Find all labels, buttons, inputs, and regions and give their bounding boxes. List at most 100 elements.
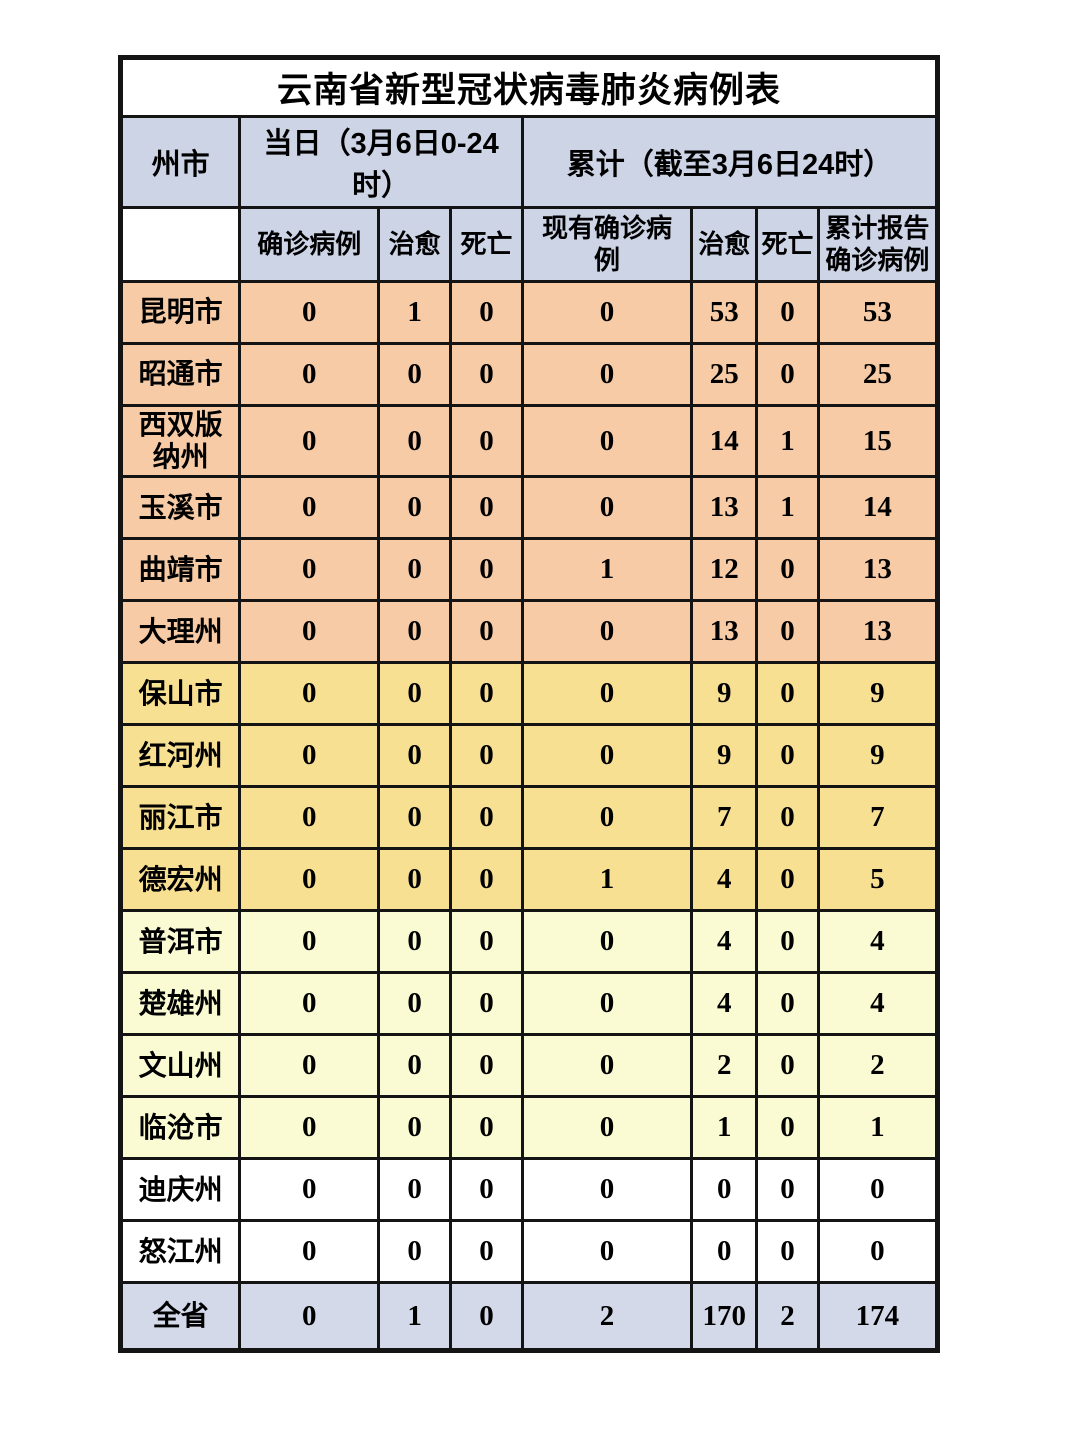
value-cell: 0 bbox=[520, 403, 694, 479]
region-cell: 怒江州 bbox=[118, 1219, 242, 1285]
value-cell: 1 bbox=[520, 847, 694, 913]
total-row: 全省 0 1 0 2 170 2 174 bbox=[118, 1281, 940, 1353]
value-cell: 13 bbox=[816, 537, 940, 603]
cumulative-group-header: 累计（截至3月6日24时） bbox=[520, 115, 940, 209]
value-cell: 1 bbox=[690, 1095, 759, 1161]
value-cell: 0 bbox=[377, 785, 453, 851]
value-cell: 2 bbox=[816, 1033, 940, 1099]
region-cell: 保山市 bbox=[118, 661, 242, 727]
table-row: 德宏州 0 0 0 1 4 0 5 bbox=[118, 847, 940, 913]
value-cell: 0 bbox=[449, 1033, 524, 1099]
value-cell: 0 bbox=[755, 537, 820, 603]
value-cell: 0 bbox=[377, 1157, 453, 1223]
value-cell: 0 bbox=[377, 537, 453, 603]
col-header-daily-deaths: 死亡 bbox=[449, 206, 524, 283]
value-cell: 0 bbox=[377, 661, 453, 727]
table-row: 西双版纳州 0 0 0 0 14 1 15 bbox=[118, 403, 940, 479]
value-cell: 0 bbox=[377, 403, 453, 479]
value-cell: 0 bbox=[755, 723, 820, 789]
value-cell: 0 bbox=[449, 1157, 524, 1223]
value-cell: 0 bbox=[377, 1219, 453, 1285]
title-row: 云南省新型冠状病毒肺炎病例表 bbox=[119, 56, 939, 118]
value-cell: 7 bbox=[690, 785, 759, 851]
value-cell: 0 bbox=[238, 475, 381, 541]
group-header-row: 州市 当日（3月6日0-24时） 累计（截至3月6日24时） bbox=[118, 115, 940, 209]
region-cell: 大理州 bbox=[118, 599, 242, 665]
col-header-daily-cured: 治愈 bbox=[377, 206, 453, 283]
value-cell: 53 bbox=[690, 280, 759, 345]
table-row: 红河州 0 0 0 0 9 0 9 bbox=[118, 723, 940, 789]
value-cell: 0 bbox=[755, 1095, 820, 1161]
region-cell: 普洱市 bbox=[118, 909, 242, 975]
value-cell: 9 bbox=[690, 723, 759, 789]
value-cell: 0 bbox=[377, 342, 453, 407]
region-cell: 丽江市 bbox=[118, 785, 242, 851]
value-cell: 2 bbox=[690, 1033, 759, 1099]
region-column-header: 州市 bbox=[118, 115, 242, 209]
value-cell: 0 bbox=[520, 785, 694, 851]
region-cell: 昆明市 bbox=[118, 280, 242, 345]
corner-cell bbox=[118, 206, 242, 283]
value-cell: 25 bbox=[690, 342, 759, 407]
value-cell: 0 bbox=[520, 1095, 694, 1161]
value-cell: 0 bbox=[238, 847, 381, 913]
value-cell: 0 bbox=[520, 661, 694, 727]
value-cell: 0 bbox=[520, 280, 694, 345]
value-cell: 0 bbox=[449, 1219, 524, 1285]
value-cell: 14 bbox=[690, 403, 759, 479]
table-row: 普洱市 0 0 0 0 4 0 4 bbox=[118, 909, 940, 975]
value-cell: 0 bbox=[238, 599, 381, 665]
value-cell: 9 bbox=[690, 661, 759, 727]
value-cell: 0 bbox=[816, 1157, 940, 1223]
value-cell: 0 bbox=[377, 847, 453, 913]
col-header-current-confirmed: 现有确诊病例 bbox=[520, 206, 694, 283]
table-row: 曲靖市 0 0 0 1 12 0 13 bbox=[118, 537, 940, 603]
value-cell: 1 bbox=[377, 280, 453, 345]
value-cell: 0 bbox=[238, 403, 381, 479]
region-cell: 德宏州 bbox=[118, 847, 242, 913]
value-cell: 0 bbox=[690, 1219, 759, 1285]
value-cell: 0 bbox=[520, 909, 694, 975]
value-cell: 4 bbox=[816, 909, 940, 975]
value-cell: 0 bbox=[449, 723, 524, 789]
table-row: 大理州 0 0 0 0 13 0 13 bbox=[118, 599, 940, 665]
value-cell: 0 bbox=[449, 909, 524, 975]
value-cell: 5 bbox=[816, 847, 940, 913]
value-cell: 0 bbox=[377, 971, 453, 1037]
value-cell: 1 bbox=[755, 475, 820, 541]
value-cell: 1 bbox=[816, 1095, 940, 1161]
value-cell: 0 bbox=[238, 1219, 381, 1285]
region-cell: 玉溪市 bbox=[118, 475, 242, 541]
region-cell: 楚雄州 bbox=[118, 971, 242, 1037]
value-cell: 0 bbox=[238, 342, 381, 407]
value-cell: 7 bbox=[816, 785, 940, 851]
value-cell: 0 bbox=[238, 723, 381, 789]
value-cell: 0 bbox=[755, 847, 820, 913]
value-cell: 0 bbox=[690, 1157, 759, 1223]
table-body: 昆明市 0 1 0 0 53 0 53 昭通市 0 0 0 0 25 0 25 西双版纳州 0 0 0 0 14 1 15 玉溪… bbox=[118, 280, 940, 1353]
value-cell: 12 bbox=[690, 537, 759, 603]
value-cell: 0 bbox=[520, 723, 694, 789]
value-cell: 0 bbox=[238, 1281, 381, 1353]
value-cell: 13 bbox=[690, 599, 759, 665]
region-cell: 西双版纳州 bbox=[118, 403, 242, 479]
value-cell: 0 bbox=[755, 280, 820, 345]
table-title: 云南省新型冠状病毒肺炎病例表 bbox=[119, 56, 939, 118]
table-row: 保山市 0 0 0 0 9 0 9 bbox=[118, 661, 940, 727]
value-cell: 0 bbox=[449, 1095, 524, 1161]
value-cell: 0 bbox=[377, 599, 453, 665]
region-cell: 曲靖市 bbox=[118, 537, 242, 603]
value-cell: 0 bbox=[238, 1033, 381, 1099]
value-cell: 174 bbox=[816, 1281, 940, 1353]
value-cell: 1 bbox=[520, 537, 694, 603]
value-cell: 0 bbox=[449, 661, 524, 727]
region-cell: 文山州 bbox=[118, 1033, 242, 1099]
value-cell: 0 bbox=[755, 342, 820, 407]
value-cell: 25 bbox=[816, 342, 940, 407]
value-cell: 0 bbox=[755, 785, 820, 851]
value-cell: 4 bbox=[690, 971, 759, 1037]
value-cell: 0 bbox=[520, 1219, 694, 1285]
value-cell: 1 bbox=[755, 403, 820, 479]
value-cell: 0 bbox=[377, 1095, 453, 1161]
